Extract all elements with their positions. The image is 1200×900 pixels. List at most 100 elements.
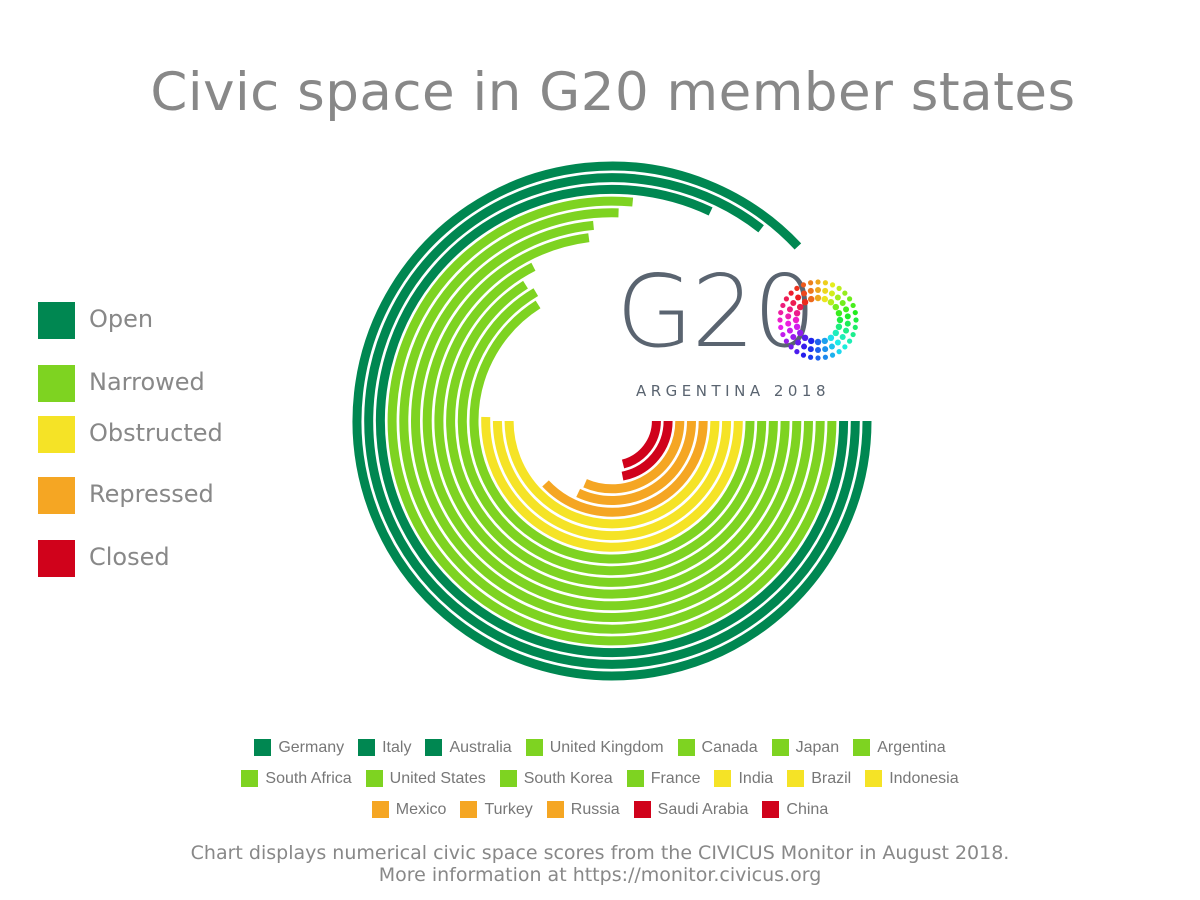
sun-dot [801,299,809,306]
legend-label: Germany [278,738,345,756]
sun-dot [794,349,800,355]
legend-label: Japan [795,738,840,756]
sun-dot [814,338,822,346]
legend-label: United Kingdom [549,738,664,756]
sun-dot [822,280,829,286]
sun-dot [836,316,844,324]
sun-dot [829,282,836,288]
sun-dot [835,310,843,317]
sun-dot [834,339,841,346]
sun-dot [801,343,808,350]
legend-item-south-korea: South Korea [499,770,613,788]
bar-germany [352,161,872,681]
sun-dot [821,295,828,303]
sun-dot [822,287,829,294]
category-swatch [38,416,75,453]
legend-item-argentina: Argentina [853,739,946,757]
bar-india [481,416,743,552]
legend-swatch [853,739,871,756]
legend-item-japan: Japan [771,738,840,757]
sun-dot [844,320,851,327]
sun-dot [783,338,789,344]
sun-dot [822,354,829,360]
bar-canada [399,208,825,634]
legend-swatch [499,770,517,787]
radial-bar-chart [352,161,872,681]
category-label: Closed [89,543,170,571]
sun-dot [792,316,800,324]
legend-item-mexico: Mexico [371,801,446,819]
bar-saudi-arabia [621,420,673,481]
legend-swatch [677,739,695,756]
sun-dot [795,339,802,346]
sun-dot [797,303,804,311]
legend-label: Australia [449,738,512,756]
sun-dot [821,337,828,345]
sun-dot [800,352,807,358]
sun-dot [839,334,846,341]
sun-dot [795,294,802,301]
sun-dot [835,323,843,330]
sun-dot [815,355,821,361]
bar-south-africa [434,262,790,599]
legend-item-italy: Italy [358,739,411,757]
sun-dot [842,290,848,296]
sun-dot [828,343,835,350]
legend-item-germany: Germany [254,739,344,757]
legend-swatch [358,739,376,756]
category-legend-open: Open [38,302,298,340]
sun-dot [836,285,842,291]
legend-label: Canada [701,738,758,756]
legend-swatch [365,770,383,787]
legend-label: China [786,800,829,818]
series-legend-row: Mexico Turkey Russia Saudi Arabia China [150,794,1050,825]
sun-dot [780,302,786,309]
legend-label: South Africa [265,769,352,787]
legend-item-united-states: United States [365,769,486,788]
legend-label: Argentina [877,738,946,756]
legend-item-indonesia: Indonesia [865,769,959,788]
sun-dot [790,299,797,306]
bar-japan [411,220,813,622]
sun-dot [815,279,821,285]
legend-item-saudi-arabia: Saudi Arabia [633,800,749,819]
legend-label: France [650,769,701,787]
footer-line-2: More information at https://monitor.civi… [378,864,822,886]
series-legend-row: South Africa United States South Korea Fran… [150,763,1050,794]
sun-dot [801,290,808,297]
sun-dot [794,285,800,291]
bar-russia [583,420,685,494]
legend-swatch [771,739,789,756]
sun-dot [807,346,814,353]
sun-dot [788,290,794,296]
sun-dot [815,347,821,353]
sun-dot [836,349,842,355]
sun-dot [801,334,809,341]
bar-mexico [542,420,708,517]
legend-label: Indonesia [889,769,959,787]
legend-swatch [254,739,272,756]
sun-dot [822,346,829,353]
legend-label: Italy [382,738,412,756]
category-label: Narrowed [89,368,205,396]
bar-south-korea [457,288,767,576]
legend-swatch [425,739,443,756]
chart-footer: Chart displays numerical civic space sco… [0,842,1200,886]
legend-label: Saudi Arabia [657,800,749,818]
bar-australia [375,184,849,658]
legend-item-turkey: Turkey [460,801,533,819]
legend-label: Russia [570,800,620,818]
sun-dot [783,296,789,302]
series-legend: Germany Italy Australia United Kingdom Canad… [150,732,1050,825]
legend-item-france: France [626,769,701,788]
bar-france [469,300,755,564]
bar-united-states [446,280,778,587]
sun-dot [843,306,850,313]
sun-dot [785,313,792,320]
g20-logo: G20 ARGENTINA 2018 [612,253,882,408]
sun-dot [842,344,848,350]
legend-item-brazil: Brazil [787,770,851,788]
sun-dot [807,354,814,360]
legend-label: United States [389,769,486,787]
category-swatch [38,302,75,339]
